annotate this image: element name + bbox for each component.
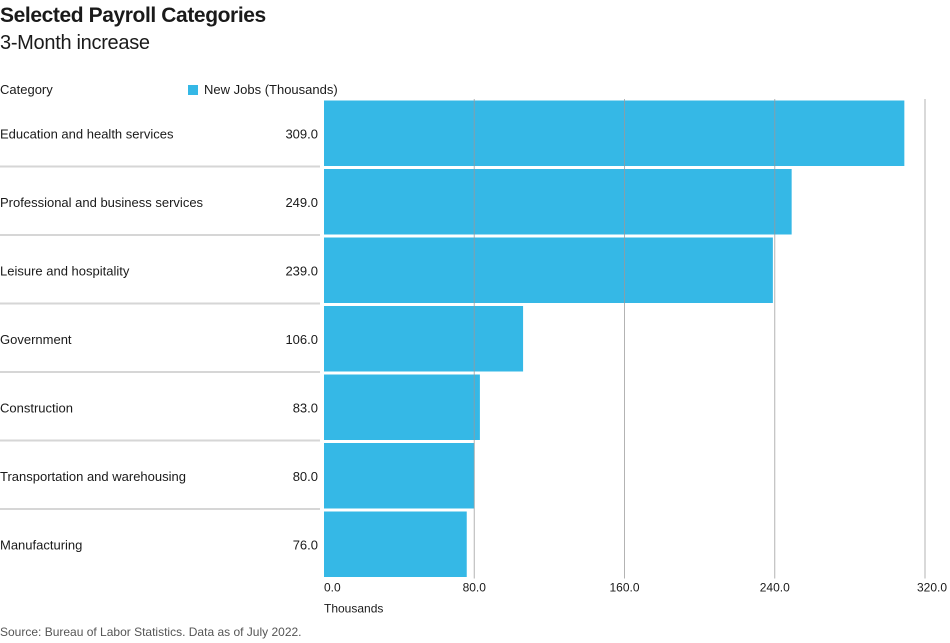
category-label: Manufacturing: [0, 537, 82, 552]
value-label: 239.0: [285, 263, 318, 278]
legend: New Jobs (Thousands): [188, 82, 338, 97]
value-label: 309.0: [285, 126, 318, 141]
bar: [324, 100, 905, 166]
category-label: Construction: [0, 400, 73, 415]
legend-label: New Jobs (Thousands): [204, 82, 338, 97]
bar: [324, 443, 475, 509]
x-tick-label: 0.0: [324, 581, 341, 595]
value-label: 76.0: [293, 537, 318, 552]
bar: [324, 374, 480, 440]
source-note: Source: Bureau of Labor Statistics. Data…: [0, 625, 302, 639]
bar: [324, 511, 467, 577]
bar: [324, 169, 792, 235]
category-label: Leisure and hospitality: [0, 263, 130, 278]
chart-title: Selected Payroll Categories: [0, 4, 266, 27]
bar: [324, 237, 773, 303]
category-label: Education and health services: [0, 126, 174, 141]
x-tick-label: 160.0: [609, 581, 639, 595]
bar: [324, 306, 524, 372]
x-axis-title: Thousands: [324, 602, 383, 616]
value-label: 80.0: [293, 469, 318, 484]
category-label: Government: [0, 332, 72, 347]
category-label: Professional and business services: [0, 195, 204, 210]
value-label: 106.0: [285, 332, 318, 347]
value-label: 249.0: [285, 195, 318, 210]
x-tick-label: 240.0: [760, 581, 790, 595]
value-label: 83.0: [293, 400, 318, 415]
chart-subtitle: 3-Month increase: [0, 32, 150, 54]
x-tick-label: 80.0: [463, 581, 487, 595]
category-label: Transportation and warehousing: [0, 469, 186, 484]
category-column-header: Category: [0, 82, 53, 97]
x-tick-label: 320.0: [917, 581, 947, 595]
legend-swatch: [188, 84, 198, 95]
